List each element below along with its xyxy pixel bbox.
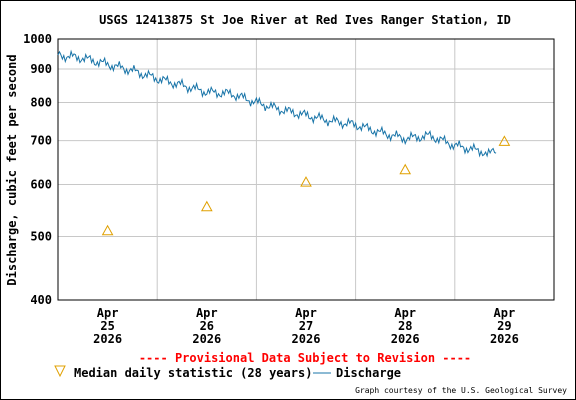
x-tick-label: 28 xyxy=(398,319,412,333)
y-tick-label: 700 xyxy=(30,134,52,148)
y-tick-label: 1000 xyxy=(23,32,52,46)
x-tick-label: 27 xyxy=(299,319,313,333)
y-tick-label: 800 xyxy=(30,96,52,110)
x-tick-label: 2026 xyxy=(391,332,420,346)
median-point xyxy=(498,135,511,146)
legend: Median daily statistic (28 years) Discha… xyxy=(54,365,401,380)
x-tick-label: 2026 xyxy=(490,332,519,346)
x-tick-label: Apr xyxy=(295,306,317,320)
y-tick-label: 400 xyxy=(30,293,52,307)
x-tick-label: 26 xyxy=(200,319,214,333)
legend-discharge-label: Discharge xyxy=(336,366,401,380)
y-tick-label: 500 xyxy=(30,229,52,243)
plot-area xyxy=(57,38,555,301)
legend-median-marker xyxy=(54,365,66,378)
usgs-credit: Graph courtesy of the U.S. Geological Su… xyxy=(355,386,567,395)
y-tick-label: 600 xyxy=(30,178,52,192)
discharge-series-line xyxy=(57,49,497,158)
x-tick-label: 25 xyxy=(100,319,114,333)
median-point xyxy=(200,200,213,212)
x-tick-label: 2026 xyxy=(93,332,122,346)
x-tick-label: 2026 xyxy=(292,332,321,346)
y-tick-label: 900 xyxy=(30,62,52,76)
provisional-notice: ---- Provisional Data Subject to Revisio… xyxy=(139,351,471,365)
median-point xyxy=(300,176,312,187)
x-axis-ticks: Apr252026Apr262026Apr272026Apr282026Apr2… xyxy=(93,306,519,346)
median-point xyxy=(399,163,412,175)
median-series-markers xyxy=(101,135,511,236)
x-tick-label: Apr xyxy=(97,306,119,320)
legend-median-label: Median daily statistic (28 years) xyxy=(74,366,312,380)
x-tick-label: Apr xyxy=(394,306,416,320)
y-axis-label: Discharge, cubic feet per second xyxy=(5,54,19,285)
x-tick-label: 2026 xyxy=(192,332,221,346)
chart-title: USGS 12413875 St Joe River at Red Ives R… xyxy=(99,13,511,27)
x-tick-label: Apr xyxy=(494,306,516,320)
x-tick-label: Apr xyxy=(196,306,218,320)
median-point xyxy=(101,224,114,236)
y-axis-ticks: 400 500 600 700 800 900 1000 xyxy=(23,32,52,307)
grid-layer xyxy=(58,39,554,300)
x-tick-label: 29 xyxy=(497,319,511,333)
